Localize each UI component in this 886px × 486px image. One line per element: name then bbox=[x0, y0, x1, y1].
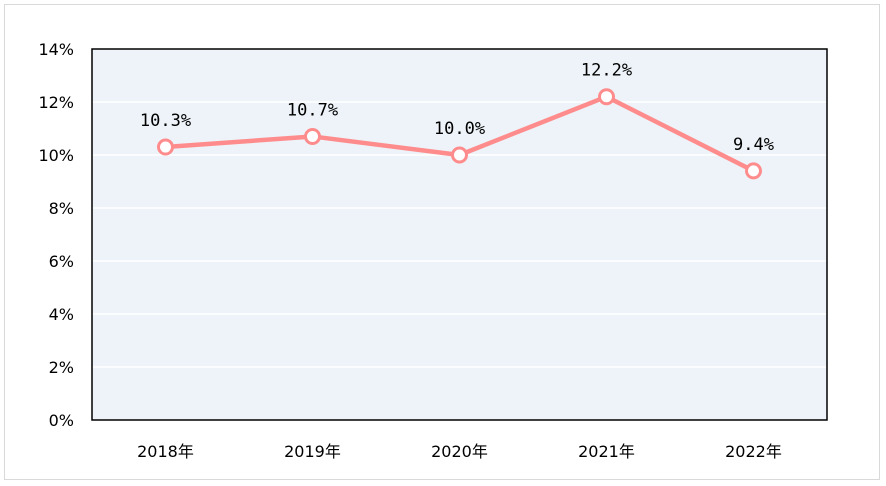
data-point bbox=[598, 88, 615, 106]
x-axis-tick-labels: 2018年 2019年 2020年 2021年 2022年 bbox=[137, 442, 782, 461]
data-point bbox=[451, 146, 468, 164]
data-label: 12.2% bbox=[581, 61, 632, 81]
x-tick-label: 2019年 bbox=[284, 442, 341, 461]
x-tick-label: 2022年 bbox=[725, 442, 782, 461]
data-label: 10.3% bbox=[140, 111, 191, 131]
y-tick-label: 2% bbox=[49, 358, 74, 377]
y-tick-label: 4% bbox=[49, 305, 74, 324]
data-point bbox=[745, 162, 762, 180]
y-tick-label: 14% bbox=[38, 40, 74, 59]
y-tick-label: 12% bbox=[38, 93, 74, 112]
x-tick-label: 2018年 bbox=[137, 442, 194, 461]
series-group bbox=[157, 88, 762, 180]
data-point bbox=[304, 127, 321, 145]
data-label: 9.4% bbox=[733, 135, 774, 155]
data-labels: 10.3% 10.7% 10.0% 12.2% 9.4% bbox=[140, 61, 774, 155]
y-tick-label: 8% bbox=[49, 199, 74, 218]
data-label: 10.0% bbox=[434, 119, 485, 139]
y-axis-tick-labels: 0% 2% 4% 6% 8% 10% 12% 14% bbox=[38, 40, 74, 430]
plot-area bbox=[92, 49, 827, 420]
x-tick-label: 2021年 bbox=[578, 442, 635, 461]
y-tick-label: 10% bbox=[38, 146, 74, 165]
x-tick-label: 2020年 bbox=[431, 442, 488, 461]
plot-border bbox=[91, 48, 828, 421]
y-tick-label: 6% bbox=[49, 252, 74, 271]
data-label: 10.7% bbox=[287, 100, 338, 120]
y-tick-label: 0% bbox=[49, 411, 74, 430]
data-point bbox=[157, 138, 174, 156]
